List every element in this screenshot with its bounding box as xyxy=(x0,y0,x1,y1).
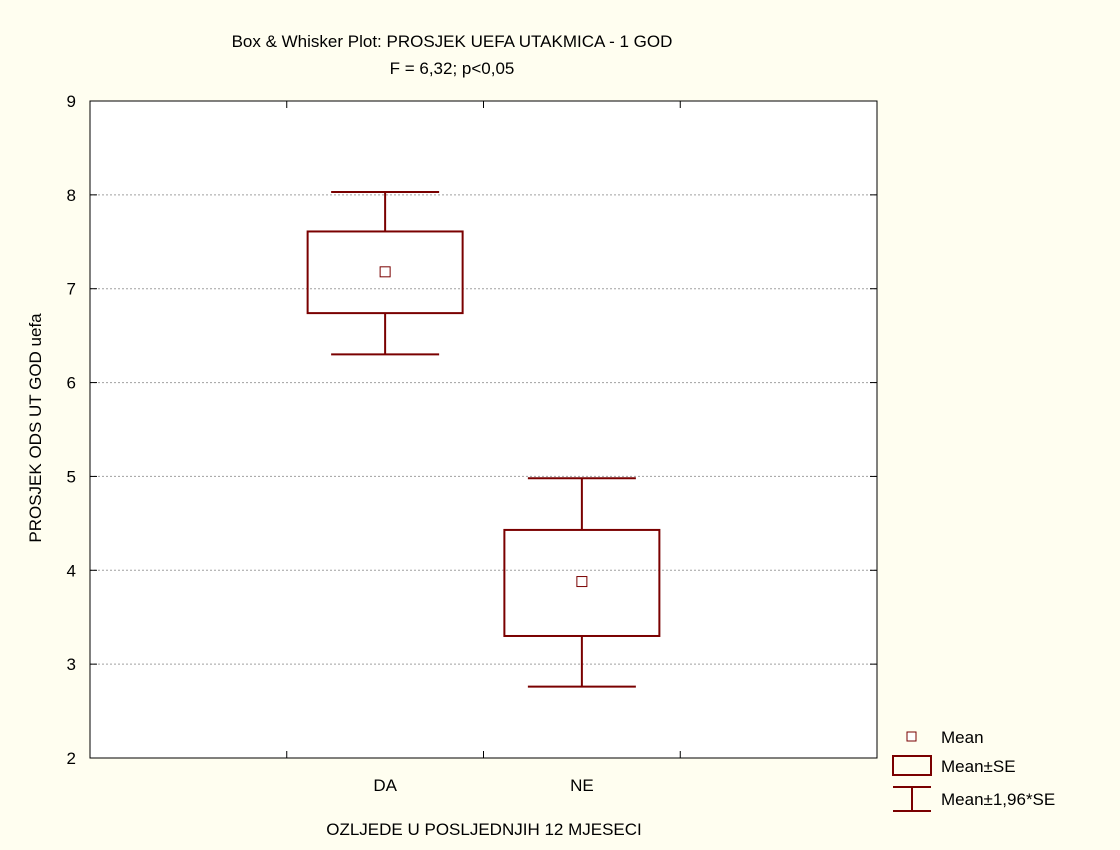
legend-box-symbol xyxy=(892,755,932,776)
chart-title: Box & Whisker Plot: PROSJEK UEFA UTAKMIC… xyxy=(232,32,673,51)
mean-marker xyxy=(576,576,588,588)
x-axis-label: OZLJEDE U POSLJEDNJIH 12 MJESECI xyxy=(326,820,642,839)
y-tick-label: 6 xyxy=(67,374,76,393)
y-tick-label: 8 xyxy=(67,186,76,205)
y-axis-label: PROSJEK ODS UT GOD uefa xyxy=(26,313,45,543)
plot-frame xyxy=(89,100,878,759)
se-box xyxy=(306,230,464,315)
x-category-label: DA xyxy=(373,776,397,795)
y-tick-label: 2 xyxy=(67,749,76,768)
plot-background xyxy=(90,101,877,758)
y-tick-label: 5 xyxy=(67,467,76,486)
se-box xyxy=(503,528,661,637)
y-tick-label: 7 xyxy=(67,280,76,299)
legend-label: Mean±1,96*SE xyxy=(941,790,1055,809)
y-tick-label: 9 xyxy=(67,92,76,111)
y-tick-label: 4 xyxy=(67,561,76,580)
y-tick-label: 3 xyxy=(67,655,76,674)
plot-area: 2 3 4 5 6 7 8 9 DA NE xyxy=(67,92,878,795)
legend-label: Mean xyxy=(941,728,984,747)
chart-subtitle: F = 6,32; p<0,05 xyxy=(390,59,515,78)
mean-marker xyxy=(379,266,391,278)
x-category-label: NE xyxy=(570,776,594,795)
legend: Mean Mean±SE Mean±1,96*SE xyxy=(892,728,1055,812)
legend-mean-symbol xyxy=(906,731,917,742)
legend-label: Mean±SE xyxy=(941,757,1016,776)
